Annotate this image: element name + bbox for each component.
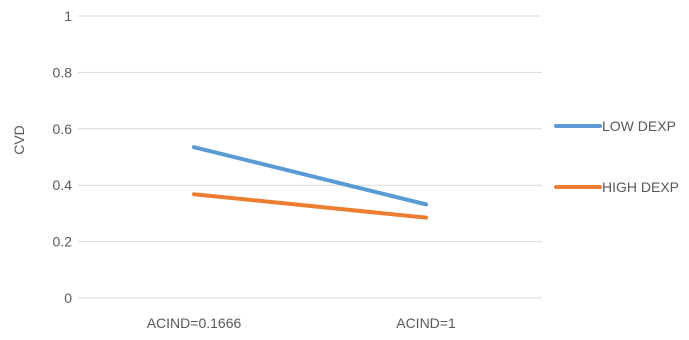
series-lines bbox=[192, 145, 428, 220]
y-axis-tick-labels: 0 0.2 0.4 0.6 0.8 1 bbox=[53, 8, 73, 306]
legend-label: HIGH DEXP bbox=[602, 179, 679, 195]
series-line-low-dexp bbox=[192, 145, 428, 207]
legend-label: LOW DEXP bbox=[602, 118, 676, 134]
x-tick-label: ACIND=1 bbox=[396, 315, 456, 331]
x-axis-tick-labels: ACIND=0.1666 ACIND=1 bbox=[147, 315, 456, 331]
x-tick-label: ACIND=0.1666 bbox=[147, 315, 242, 331]
gridlines bbox=[78, 15, 542, 299]
legend: LOW DEXP HIGH DEXP bbox=[554, 118, 679, 195]
series-line-high-dexp bbox=[192, 192, 428, 220]
y-axis-label: CVD bbox=[11, 125, 27, 155]
y-tick-label: 0.2 bbox=[53, 234, 73, 250]
y-tick-label: 0.6 bbox=[53, 121, 73, 137]
y-tick-label: 0 bbox=[64, 290, 72, 306]
y-tick-label: 0.8 bbox=[53, 64, 73, 80]
y-tick-label: 1 bbox=[64, 8, 72, 24]
y-tick-label: 0.4 bbox=[53, 177, 73, 193]
